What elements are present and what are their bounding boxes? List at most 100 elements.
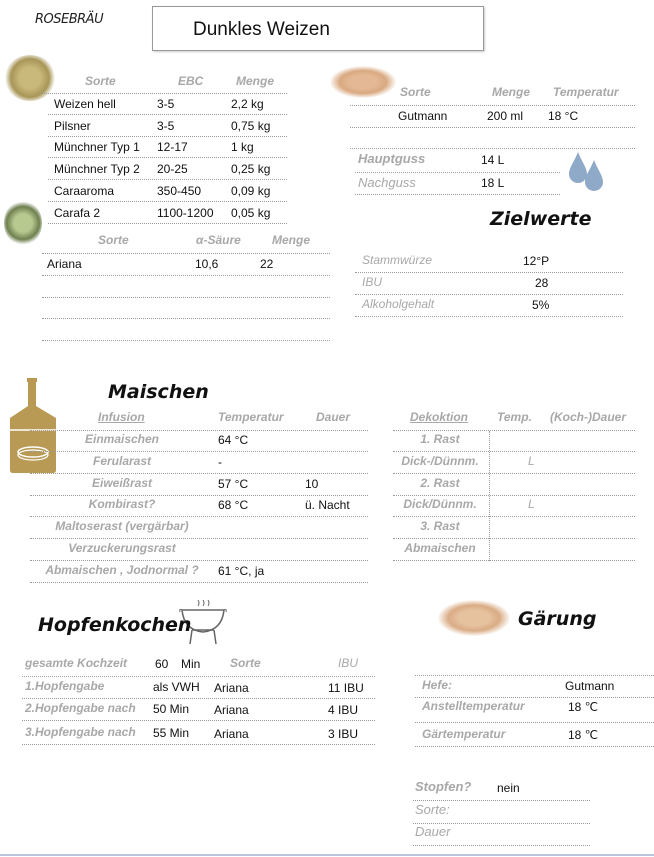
infusion-temp[interactable]: -: [218, 454, 222, 469]
yeast-cell[interactable]: 200 ml: [487, 109, 524, 123]
dotted-divider: [393, 560, 635, 561]
hop-addition-time[interactable]: 55 Min: [153, 726, 190, 740]
target-label: Alkoholgehalt: [362, 297, 435, 311]
malt-cell[interactable]: 12-17: [157, 140, 188, 155]
infusion-step-label: Ferularast: [92, 453, 152, 468]
sparge-water-value[interactable]: 18 L: [481, 176, 505, 190]
malt-cell[interactable]: 3-5: [157, 97, 175, 111]
malt-cell[interactable]: 1100-1200: [157, 205, 214, 220]
dotted-divider: [350, 105, 635, 106]
malt-cell[interactable]: Pilsner: [54, 118, 91, 133]
yeast-cell[interactable]: 18 °C: [548, 109, 579, 123]
infusion-temp[interactable]: 61 °C, ja: [218, 563, 265, 578]
dotted-divider: [30, 494, 368, 496]
target-value[interactable]: 28: [535, 276, 549, 290]
fermentation-label: Anstelltemperatur: [422, 699, 525, 713]
brand-logo: ROSEBRÄU: [35, 12, 104, 27]
fermentation-value[interactable]: 18 ℃: [568, 728, 599, 742]
hop-addition-variety[interactable]: Ariana: [214, 703, 249, 717]
malt-cell[interactable]: 0,09 kg: [231, 183, 271, 198]
hop-cell[interactable]: 22: [260, 257, 274, 271]
dotted-divider: [350, 148, 635, 149]
malt-cell[interactable]: Münchner Typ 2: [54, 162, 140, 177]
water-drops-icon: [569, 152, 603, 191]
yeast-cell[interactable]: Gutmann: [398, 109, 448, 123]
malt-cell[interactable]: 20-25: [157, 162, 188, 177]
target-value[interactable]: 12°P: [523, 254, 550, 268]
infusion-step-label: Abmaischen , Jodnormal ?: [45, 562, 199, 577]
dotted-divider: [30, 472, 368, 474]
dotted-divider: [393, 516, 635, 518]
malt-cell[interactable]: Carafa 2: [54, 205, 101, 220]
infusion-header: Infusion: [98, 410, 145, 424]
hop-addition-time[interactable]: als VWH: [153, 680, 200, 694]
yeast-header: Sorte: [400, 85, 431, 99]
malt-header: Sorte: [85, 74, 116, 88]
decoction-header: Temp.: [497, 410, 532, 424]
infusion-header: Temperatur: [218, 410, 284, 424]
fermentation-value[interactable]: Gutmann: [565, 679, 615, 693]
hop-cell[interactable]: Ariana: [47, 257, 82, 271]
dotted-divider: [30, 430, 368, 431]
dotted-divider: [30, 560, 368, 561]
malt-cell[interactable]: Weizen hell: [54, 97, 116, 111]
main-water-value[interactable]: 14 L: [481, 153, 505, 167]
dotted-divider: [393, 494, 635, 496]
column-divider: [489, 431, 490, 561]
malt-cell[interactable]: 350-450: [157, 183, 202, 198]
dotted-divider: [413, 823, 590, 824]
boil-total-unit[interactable]: Min: [181, 657, 201, 671]
fermentation-yeast-image: [438, 600, 510, 636]
infusion-step-label: Verzuckerungsrast: [68, 541, 176, 555]
mash-kettle-icon: [10, 378, 56, 473]
malt-cell[interactable]: 0,25 kg: [231, 162, 271, 177]
sparge-water-label: Nachguss: [358, 175, 416, 190]
dotted-divider: [30, 516, 368, 518]
infusion-step-label: Kombirast?: [88, 497, 156, 512]
infusion-duration[interactable]: ü. Nacht: [305, 498, 350, 513]
malt-cell[interactable]: 0,05 kg: [231, 205, 271, 220]
yeast-image: [330, 66, 396, 98]
target-value[interactable]: 5%: [532, 298, 550, 312]
malt-cell[interactable]: 1 kg: [231, 140, 254, 155]
hop-addition-time[interactable]: 50 Min: [153, 702, 190, 716]
title-box[interactable]: Dunkles Weizen: [152, 6, 484, 51]
hop-addition-ibu[interactable]: 11 IBU: [328, 681, 364, 695]
malt-cell[interactable]: 0,75 kg: [231, 118, 271, 133]
infusion-step-label: Eiweißrast: [91, 475, 153, 490]
dotted-divider: [22, 744, 375, 745]
dryhop-value[interactable]: nein: [497, 781, 520, 795]
hop-addition-ibu[interactable]: 4 IBU: [328, 703, 359, 717]
dotted-divider: [30, 451, 368, 452]
malt-cell[interactable]: 2,2 kg: [231, 97, 264, 111]
hop-addition-variety[interactable]: Ariana: [214, 681, 249, 695]
infusion-step-label: Maltoserast (vergärbar): [55, 519, 189, 534]
hop-addition-label: 1.Hopfengabe: [25, 679, 105, 693]
hop-addition-label: 3.Hopfengabe nach: [25, 725, 136, 739]
fermentation-heading: Gärung: [518, 608, 597, 630]
malt-cell[interactable]: Caraaroma: [54, 183, 115, 198]
hop-cell[interactable]: 10,6: [195, 257, 219, 271]
dotted-divider: [355, 194, 560, 195]
infusion-duration[interactable]: 10: [305, 476, 319, 491]
infusion-temp[interactable]: 68 °C: [218, 498, 249, 513]
decoction-step-label: 3. Rast: [420, 519, 460, 534]
dotted-divider: [393, 430, 635, 431]
boil-total-value[interactable]: 60: [155, 657, 169, 671]
infusion-temp[interactable]: 57 °C: [218, 476, 249, 491]
dryhop-label: Dauer: [415, 824, 451, 839]
yeast-header: Temperatur: [553, 85, 619, 99]
fermentation-value[interactable]: 18 ℃: [568, 700, 599, 714]
hop-addition-label: 2.Hopfengabe nach: [25, 701, 136, 715]
dotted-divider: [48, 200, 287, 202]
target-label: IBU: [362, 275, 383, 289]
hop-header: α-Säure: [196, 233, 241, 247]
malt-cell[interactable]: Münchner Typ 1: [54, 140, 140, 155]
hop-addition-variety[interactable]: Ariana: [214, 727, 249, 741]
malt-cell[interactable]: 3-5: [157, 118, 175, 133]
infusion-step-label: Einmaischen: [84, 432, 160, 446]
hop-addition-ibu[interactable]: 3 IBU: [328, 727, 359, 741]
fermentation-label: Hefe:: [422, 678, 453, 692]
infusion-temp[interactable]: 64 °C: [218, 433, 249, 447]
dotted-divider: [393, 472, 635, 474]
